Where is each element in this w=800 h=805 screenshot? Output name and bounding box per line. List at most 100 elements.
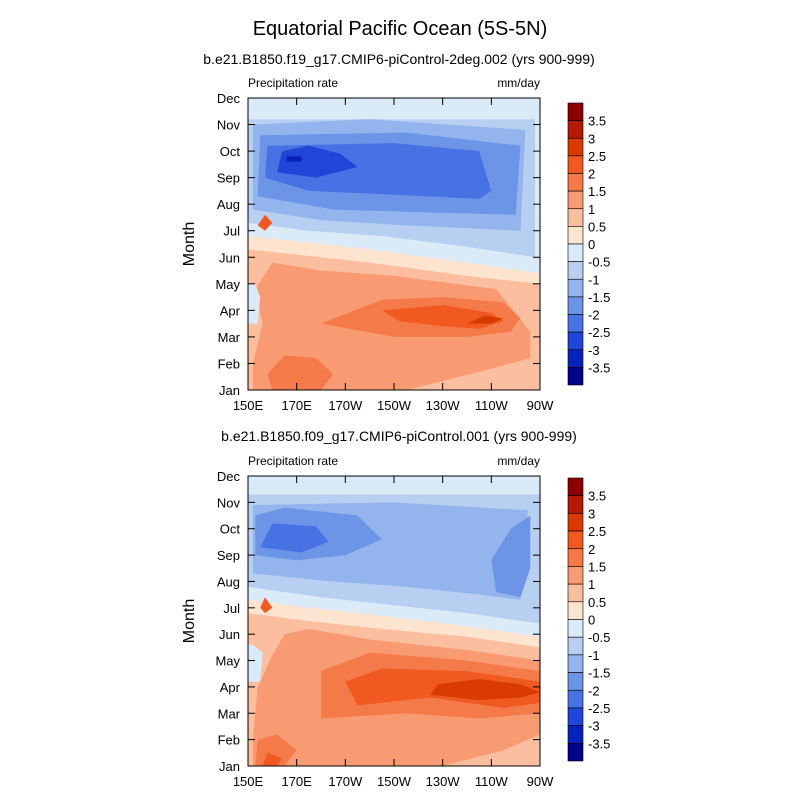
- colorbar-swatch: [567, 190, 584, 210]
- figure-title: Equatorial Pacific Ocean (5S-5N): [253, 18, 548, 40]
- y-tick-label: Mar: [218, 706, 241, 721]
- y-tick-label: Apr: [220, 303, 241, 318]
- colorbar-swatch: [567, 672, 584, 691]
- colorbar-label: -3: [588, 343, 600, 358]
- colorbar-label: -2.5: [588, 701, 610, 716]
- colorbar-label: 1.5: [588, 184, 606, 199]
- colorbar-swatch: [567, 725, 584, 744]
- colorbar-label: 2: [588, 542, 595, 557]
- y-tick-label: Feb: [218, 356, 240, 371]
- colorbar-label: -0.5: [588, 630, 610, 645]
- chart-panel-1: b.e21.B1850.f19_g17.CMIP6-piControl-2deg…: [181, 51, 610, 413]
- colorbar-swatch: [567, 707, 584, 726]
- colorbar-label: 1: [588, 577, 595, 592]
- x-tick-label: 90W: [527, 774, 554, 789]
- y-tick-label: Oct: [220, 522, 241, 537]
- colorbar-swatch: [567, 601, 584, 620]
- colorbar-swatch: [567, 530, 584, 550]
- colorbar-swatch: [567, 636, 584, 656]
- colorbar-label: 3.5: [588, 114, 606, 129]
- y-tick-label: May: [215, 654, 240, 669]
- colorbar: 3.5 3 2.5 2 1.5 1 0.5 0 -0.5 -1 -1.5 -2 -2.5 -3 -3.5: [567, 102, 610, 386]
- colorbar-swatch: [567, 495, 584, 514]
- x-tick-label: 110W: [475, 398, 509, 413]
- panel-subtitle: b.e21.B1850.f09_g17.CMIP6-piControl.001 …: [221, 428, 577, 444]
- colorbar-label: 3: [588, 506, 595, 521]
- colorbar-label: -3.5: [588, 360, 610, 375]
- y-tick-label: Jul: [223, 224, 240, 239]
- colorbar-swatch: [567, 367, 584, 386]
- colorbar-swatch: [567, 566, 584, 585]
- colorbar-swatch: [567, 349, 584, 368]
- colorbar-label: -0.5: [588, 255, 610, 270]
- y-tick-label: Sep: [217, 548, 240, 563]
- right-label: mm/day: [497, 76, 540, 90]
- contour-region: [260, 523, 329, 553]
- y-axis-label: Month: [181, 599, 198, 643]
- contour-region: [248, 644, 263, 682]
- colorbar-swatch: [567, 548, 584, 567]
- x-tick-label: 150W: [377, 774, 412, 789]
- x-tick-label: 150W: [377, 398, 412, 413]
- y-tick-label: Oct: [220, 144, 241, 159]
- contour-region: [257, 214, 273, 231]
- y-tick-label: Jan: [219, 383, 240, 398]
- panel-subtitle: b.e21.B1850.f19_g17.CMIP6-piControl-2deg…: [203, 51, 594, 67]
- y-tick-label: Apr: [220, 680, 241, 695]
- y-axis-label: Month: [181, 222, 198, 266]
- x-tick-label: 170E: [281, 774, 312, 789]
- y-tick-label: Dec: [217, 91, 241, 106]
- y-tick-label: Aug: [217, 574, 240, 589]
- contour-region: [277, 145, 358, 178]
- contour-region: [267, 355, 334, 390]
- contour-region: [430, 679, 540, 701]
- y-tick-label: May: [215, 277, 240, 292]
- y-tick-label: Jun: [219, 627, 240, 642]
- colorbar-label: 2.5: [588, 524, 606, 539]
- left-label: Precipitation rate: [248, 454, 338, 468]
- colorbar-swatch: [567, 314, 584, 333]
- colorbar-swatch: [567, 477, 584, 496]
- colorbar-label: -1.5: [588, 290, 610, 305]
- colorbar-label: 3.5: [588, 489, 606, 504]
- y-tick-label: Aug: [217, 197, 240, 212]
- y-tick-label: Nov: [217, 495, 241, 510]
- colorbar-swatch: [567, 583, 584, 603]
- colorbar-swatch: [567, 278, 584, 298]
- colorbar-swatch: [567, 654, 584, 673]
- colorbar-swatch: [567, 208, 584, 227]
- contour-region: [262, 752, 283, 766]
- x-tick-label: 150E: [233, 774, 264, 789]
- colorbar-label: 3: [588, 131, 595, 146]
- contour-region: [248, 236, 540, 284]
- colorbar-label: -2: [588, 683, 600, 698]
- left-label: Precipitation rate: [248, 76, 338, 90]
- colorbar-label: -1.5: [588, 666, 610, 681]
- colorbar-label: -1: [588, 648, 600, 663]
- right-label: mm/day: [497, 454, 540, 468]
- contour-fill: [248, 98, 540, 390]
- colorbar-swatch: [567, 689, 584, 709]
- colorbar-label: 1.5: [588, 559, 606, 574]
- colorbar-label: -2: [588, 308, 600, 323]
- colorbar-swatch: [567, 155, 584, 174]
- colorbar-swatch: [567, 243, 584, 262]
- colorbar-label: -2.5: [588, 325, 610, 340]
- colorbar-label: 2.5: [588, 149, 606, 164]
- colorbar-swatch: [567, 331, 584, 351]
- colorbar-swatch: [567, 513, 584, 532]
- colorbar-swatch: [567, 261, 584, 280]
- y-tick-label: Feb: [218, 733, 240, 748]
- x-tick-label: 170E: [281, 398, 312, 413]
- colorbar-swatch: [567, 743, 584, 762]
- colorbar-label: 0: [588, 237, 595, 252]
- colorbar-label: -3: [588, 719, 600, 734]
- colorbar: 3.5 3 2.5 2 1.5 1 0.5 0 -0.5 -1 -1.5 -2 -2.5 -3 -3.5: [567, 477, 610, 762]
- y-tick-label: Jul: [223, 601, 240, 616]
- colorbar-label: 0.5: [588, 595, 606, 610]
- colorbar-swatch: [567, 619, 584, 638]
- x-tick-label: 110W: [475, 774, 509, 789]
- colorbar-label: -3.5: [588, 736, 610, 751]
